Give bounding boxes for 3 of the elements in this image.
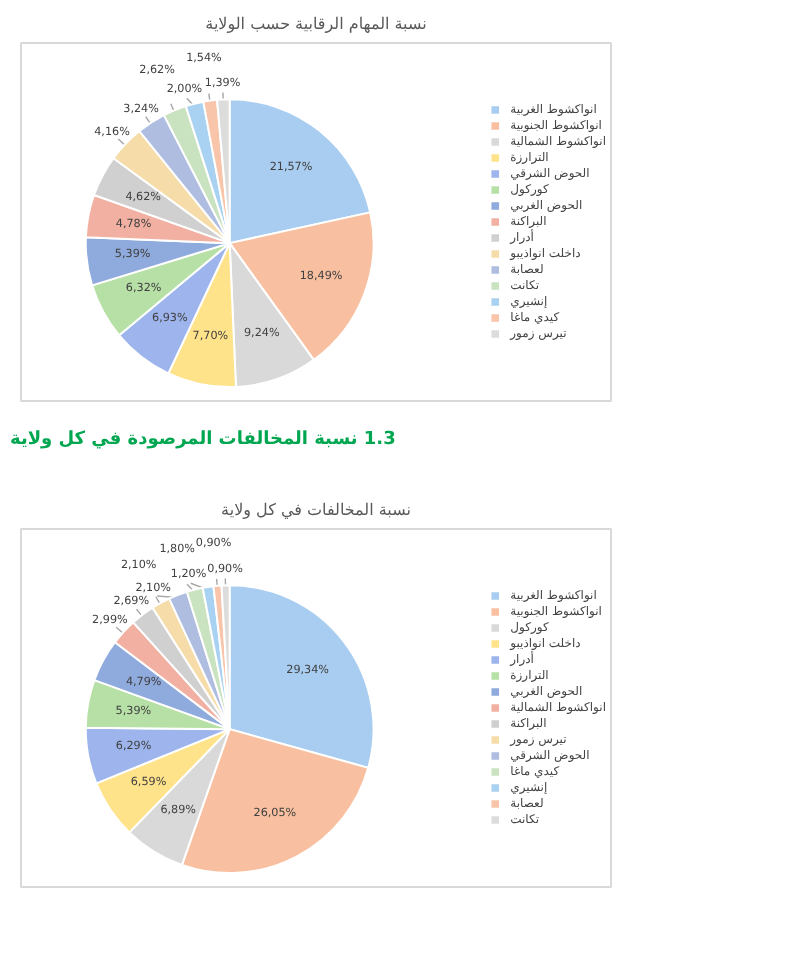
chart-title: نسبة المهام الرقابية حسب الولاية xyxy=(205,15,427,33)
text: 1.3 نسبة المخالفات المرصودة في كل ولاية xyxy=(10,428,396,454)
chart-title: نسبة المخالفات في كل ولاية xyxy=(221,501,411,519)
